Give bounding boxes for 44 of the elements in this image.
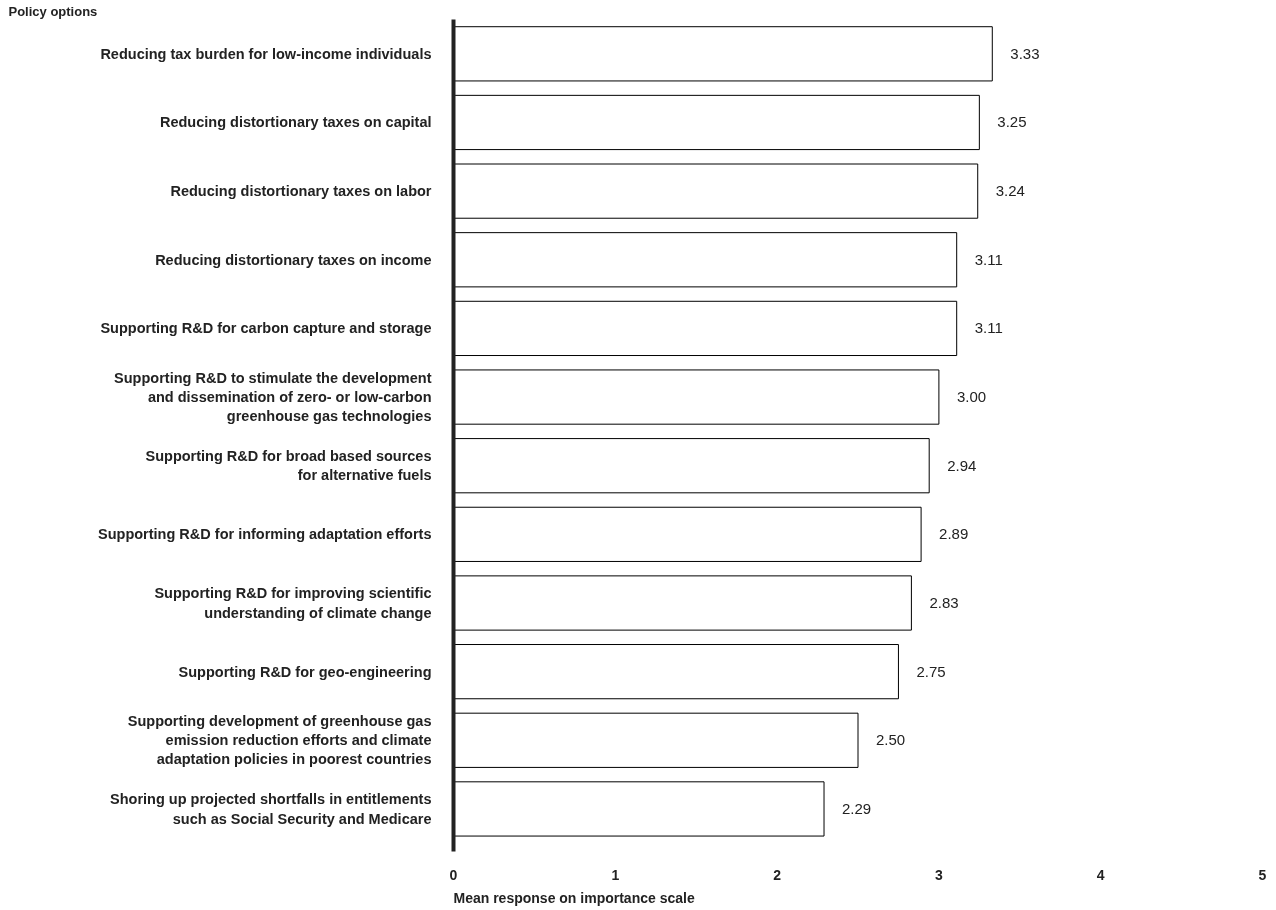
bar bbox=[453, 369, 940, 425]
bar bbox=[453, 506, 922, 562]
y-tick-label: Supporting R&D for informing adaptation efforts bbox=[98, 526, 432, 543]
data-label: 3.00 bbox=[956, 388, 987, 406]
data-label: 3.11 bbox=[974, 319, 1003, 337]
x-tick-label: 3 bbox=[935, 866, 944, 883]
data-label: 2.94 bbox=[947, 456, 977, 474]
y-tick-label: Supporting R&D to stimulate the development and dissemination of zero- or low-carbon greenhouse gas technologies bbox=[114, 369, 432, 425]
x-tick-label: 1 bbox=[611, 866, 620, 883]
bar bbox=[453, 232, 958, 288]
y-axis-title: Policy options bbox=[8, 3, 98, 19]
y-tick-label: Supporting R&D for carbon capture and storage bbox=[100, 320, 432, 337]
data-label: 3.33 bbox=[1010, 44, 1040, 62]
bar bbox=[453, 712, 859, 768]
bar bbox=[453, 438, 930, 494]
y-tick-label: Supporting R&D for broad based sources for alternative fuels bbox=[145, 448, 432, 484]
bar bbox=[453, 644, 899, 700]
bar bbox=[453, 26, 993, 82]
data-label: 3.11 bbox=[974, 250, 1003, 268]
data-label: 2.75 bbox=[916, 662, 946, 680]
y-tick-label: Reducing tax burden for low-income individuals bbox=[100, 45, 432, 62]
y-tick-label: Supporting development of greenhouse gas emission reduction efforts and climate adaptation policies in poorest countries bbox=[127, 713, 432, 768]
x-tick-label: 0 bbox=[449, 866, 458, 883]
y-tick-label: Supporting R&D for geo-engineering bbox=[178, 663, 432, 680]
x-tick-label: 4 bbox=[1096, 866, 1105, 883]
bar bbox=[453, 163, 979, 219]
bar bbox=[453, 781, 825, 837]
bar bbox=[453, 94, 980, 151]
bar bbox=[453, 300, 958, 357]
x-tick-label: 5 bbox=[1258, 866, 1267, 883]
y-tick-label: Reducing distortionary taxes on labor bbox=[170, 183, 432, 200]
data-label: 2.83 bbox=[929, 594, 959, 611]
y-tick-label: Reducing distortionary taxes on capital bbox=[159, 114, 432, 131]
x-axis-title: Mean response on importance scale bbox=[453, 889, 695, 906]
data-label: 2.29 bbox=[842, 799, 872, 817]
data-label: 2.89 bbox=[939, 525, 969, 543]
data-label: 3.24 bbox=[995, 182, 1025, 200]
bar bbox=[453, 575, 912, 631]
data-label: 2.50 bbox=[876, 731, 906, 749]
y-tick-label: Shoring up projected shortfalls in entitlements such as Social Security and Medicare bbox=[110, 791, 432, 827]
data-label: 3.25 bbox=[997, 113, 1027, 131]
y-tick-label: Supporting R&D for improving scientific understanding of climate change bbox=[154, 585, 432, 621]
x-tick-label: 2 bbox=[773, 866, 782, 883]
y-tick-label: Reducing distortionary taxes on income bbox=[155, 251, 432, 268]
